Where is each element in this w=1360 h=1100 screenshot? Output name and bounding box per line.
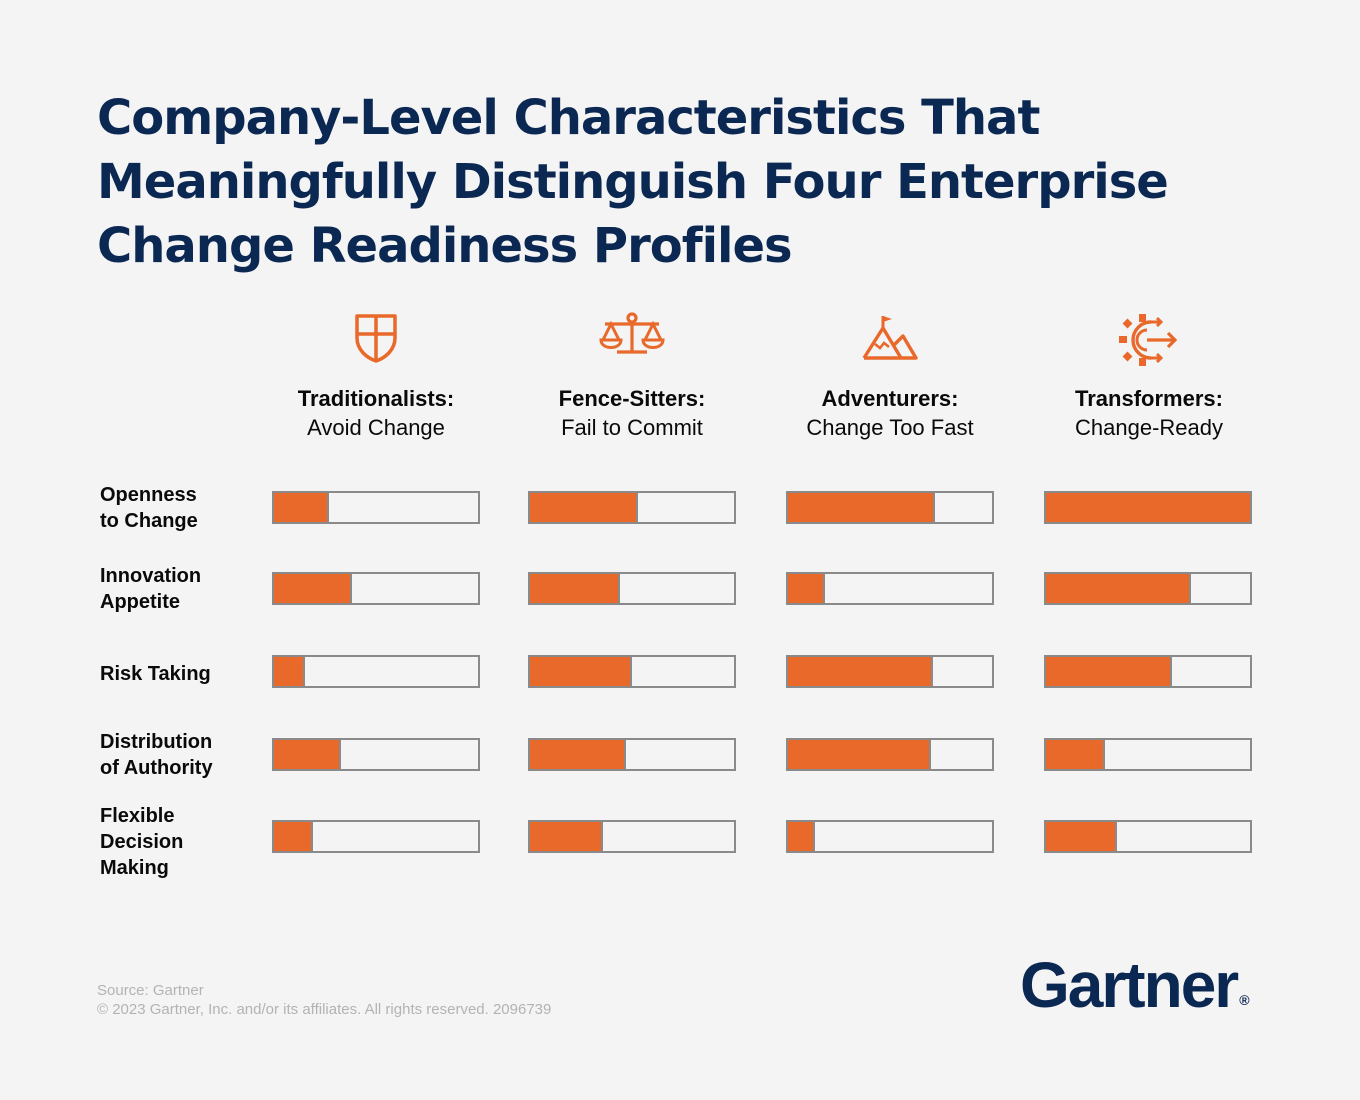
bar-fence-sitters-4 — [528, 738, 736, 771]
profile-header-adventurers: Adventurers: Change Too Fast — [760, 312, 1020, 442]
shield-icon — [246, 312, 506, 374]
bar-transformers-4 — [1044, 738, 1252, 771]
row-label-risk: Risk Taking — [100, 661, 260, 687]
row-label-flexible: Flexible Decision Making — [100, 803, 260, 881]
bar-fill — [1046, 740, 1105, 769]
gear-arrow-icon — [1019, 312, 1279, 374]
bar-adventurers-5 — [786, 820, 994, 853]
bar-traditionalists-4 — [272, 738, 480, 771]
title-line-3: Change Readiness Profiles — [97, 218, 793, 274]
bar-fence-sitters-2 — [528, 572, 736, 605]
profile-name: Adventurers: — [821, 386, 959, 411]
scales-icon — [502, 312, 762, 374]
row-label-innovation: Innovation Appetite — [100, 563, 260, 615]
profile-description: Change Too Fast — [806, 415, 974, 440]
bar-fill — [274, 574, 352, 603]
profile-name: Traditionalists: — [297, 386, 455, 411]
bar-fill — [274, 493, 329, 522]
bar-fill — [788, 574, 825, 603]
bar-fill — [1046, 574, 1191, 603]
registered-mark: ® — [1239, 992, 1250, 1008]
profile-name: Fence-Sitters: — [558, 386, 706, 411]
profile-header-transformers: Transformers: Change-Ready — [1019, 312, 1279, 442]
bar-adventurers-4 — [786, 738, 994, 771]
row-label-line: to Change — [100, 510, 198, 532]
bar-fill — [788, 657, 933, 686]
row-label-line: Decision — [100, 831, 184, 853]
row-label-line: Innovation — [100, 565, 202, 587]
bar-traditionalists-2 — [272, 572, 480, 605]
bar-transformers-2 — [1044, 572, 1252, 605]
profile-description: Change-Ready — [1075, 415, 1223, 440]
copyright-text: © 2023 Gartner, Inc. and/or its affiliat… — [97, 1001, 552, 1018]
bar-fill — [1046, 822, 1117, 851]
bar-transformers-5 — [1044, 820, 1252, 853]
mountain-flag-icon — [760, 312, 1020, 374]
bar-traditionalists-1 — [272, 491, 480, 524]
bar-traditionalists-5 — [272, 820, 480, 853]
row-label-line: Appetite — [100, 591, 180, 613]
bar-transformers-3 — [1044, 655, 1252, 688]
bar-fill — [530, 657, 632, 686]
row-label-line: Distribution — [100, 731, 213, 753]
bar-fence-sitters-1 — [528, 491, 736, 524]
bar-fill — [530, 740, 626, 769]
bar-fence-sitters-5 — [528, 820, 736, 853]
bar-fill — [788, 493, 935, 522]
row-label-authority: Distribution of Authority — [100, 729, 260, 781]
bar-fill — [274, 822, 313, 851]
bar-adventurers-1 — [786, 491, 994, 524]
bar-adventurers-2 — [786, 572, 994, 605]
profile-header-traditionalists: Traditionalists: Avoid Change — [246, 312, 506, 442]
bar-fill — [530, 822, 603, 851]
gartner-logo: Gartner ® — [1020, 950, 1270, 1020]
bar-fill — [788, 822, 815, 851]
title-line-1: Company-Level Characteristics That — [97, 90, 1040, 146]
bar-fill — [788, 740, 931, 769]
footer: Source: Gartner © 2023 Gartner, Inc. and… — [97, 981, 551, 1019]
bar-fill — [274, 740, 341, 769]
profile-name: Transformers: — [1075, 386, 1223, 411]
bar-adventurers-3 — [786, 655, 994, 688]
bar-fill — [1046, 493, 1250, 522]
bar-fill — [530, 493, 638, 522]
profile-description: Fail to Commit — [561, 415, 703, 440]
bar-fill — [530, 574, 620, 603]
chart-title: Company-Level Characteristics That Meani… — [97, 86, 1277, 278]
row-label-line: Openness — [100, 484, 197, 506]
row-label-line: Flexible — [100, 805, 175, 827]
logo-text: Gartner — [1020, 949, 1239, 1021]
bar-fill — [1046, 657, 1172, 686]
row-label-line: Making — [100, 857, 169, 879]
bar-traditionalists-3 — [272, 655, 480, 688]
bar-fence-sitters-3 — [528, 655, 736, 688]
row-label-openness: Openness to Change — [100, 482, 260, 534]
profile-header-fence-sitters: Fence-Sitters: Fail to Commit — [502, 312, 762, 442]
source-text: Source: Gartner — [97, 982, 204, 999]
profile-description: Avoid Change — [307, 415, 445, 440]
bar-fill — [274, 657, 305, 686]
bar-transformers-1 — [1044, 491, 1252, 524]
title-line-2: Meaningfully Distinguish Four Enterprise — [97, 154, 1169, 210]
row-label-line: Risk Taking — [100, 663, 211, 685]
row-label-line: of Authority — [100, 757, 213, 779]
